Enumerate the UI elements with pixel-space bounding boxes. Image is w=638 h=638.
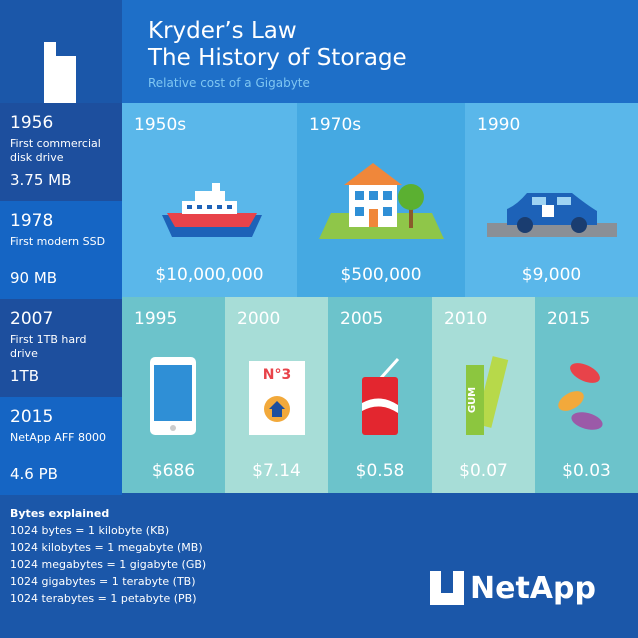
era-label: 2000 [237,309,281,329]
car-icon [487,193,617,237]
era-tile: 2000 N°3 $7.14 [225,297,328,493]
era-tile: 2015 $0.03 [535,297,638,493]
era-price: $0.07 [459,461,508,481]
era-tile: 1950s $10,000,000 [122,103,297,297]
logo-panel [0,0,122,103]
milestone-size: 90 MB [10,269,58,287]
bytes-explained: Bytes explained 1024 bytes = 1 kilobyte … [10,505,206,607]
milestone-year: 1978 [10,211,54,231]
era-label: 2010 [444,309,488,329]
era-price: $0.58 [355,461,405,481]
milestone: 2015 NetApp AFF 8000 4.6 PB [0,397,122,495]
era-price: $500,000 [340,265,422,285]
netapp-logo: NetApp [430,570,596,606]
era-price: $9,000 [521,265,582,285]
milestone-size: 4.6 PB [10,465,58,483]
bytes-title: Bytes explained [10,507,110,520]
era-label: 1995 [134,309,178,329]
era-label: 2005 [340,309,384,329]
bytes-line: 1024 bytes = 1 kilobyte (KB) [10,524,170,537]
milestone: 2007 First 1TB hard drive 1TB [0,299,122,397]
milestone-desc: First 1TB hard drive [10,333,87,360]
era-tile: 2005 $0.58 [328,297,432,493]
milestone-year: 2015 [10,407,54,427]
icon-text: GUM [467,387,478,413]
jellybeans-icon [558,363,603,430]
milestone-year: 2007 [10,309,54,329]
bytes-line: 1024 kilobytes = 1 megabyte (MB) [10,541,203,554]
ship-icon [162,183,262,237]
era-tile: 1970s $500,000 [297,103,465,297]
bytes-line: 1024 megabytes = 1 gigabyte (GB) [10,558,207,571]
milestone-year: 1956 [10,113,54,133]
era-price: $10,000,000 [155,265,264,285]
milestone-desc: NetApp AFF 8000 [10,431,106,444]
bag-icon: N°3 [249,361,305,435]
title: Kryder’s Law The History of Storage [148,18,407,72]
bytes-line: 1024 terabytes = 1 petabyte (PB) [10,592,197,605]
title-line: The History of Storage [148,45,407,71]
header: Kryder’s Law The History of Storage Rela… [122,0,638,103]
logo-mark [430,571,464,605]
phone-icon [150,357,196,435]
era-label: 1950s [134,115,187,135]
bytes-line: 1024 gigabytes = 1 terabyte (TB) [10,575,196,588]
milestone-desc: First commercial disk drive [10,137,101,164]
title-line: Kryder’s Law [148,18,297,44]
logo-mark [44,42,76,103]
logo-text: NetApp [470,570,596,606]
era-tile: 1990 $9,000 [465,103,638,297]
era-tile: 1995 $686 [122,297,225,493]
era-label: 1970s [309,115,362,135]
icon-text: N°3 [263,367,291,383]
milestone-size: 3.75 MB [10,171,72,189]
milestone: 1978 First modern SSD 90 MB [0,201,122,299]
gum-icon: GUM [466,356,509,435]
house-icon [319,163,444,239]
era-tile: 2010 GUM $0.07 [432,297,535,493]
era-label: 2015 [547,309,591,329]
era-price: $0.03 [562,461,611,481]
era-price: $686 [151,461,196,481]
milestone: 1956 First commercial disk drive 3.75 MB [0,103,122,201]
milestone-desc: First modern SSD [10,235,106,248]
milestone-size: 1TB [10,367,39,385]
era-label: 1990 [477,115,521,135]
era-price: $7.14 [252,461,301,481]
subtitle: Relative cost of a Gigabyte [148,76,310,90]
can-icon [362,357,400,435]
